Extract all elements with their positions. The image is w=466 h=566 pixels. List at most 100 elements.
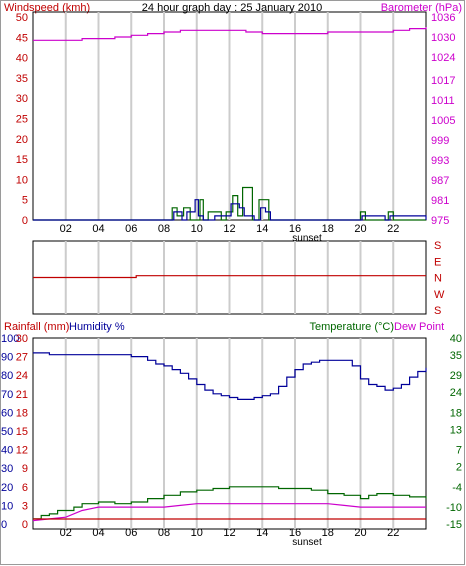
bot-x-tick: 22 [387,527,399,539]
wind-y-tick: 5 [22,195,28,207]
baro-y-tick: 975 [431,215,449,227]
wind-average-line [33,186,426,221]
temperature-y-tick: -15 [446,519,462,531]
humidity-y-tick: 60 [1,407,13,419]
humidity-y-tick: 40 [1,445,13,457]
wind-direction-label: S [434,240,441,252]
wind-y-tick: 10 [16,174,28,186]
barometer-line [33,27,427,41]
wind-direction-label: N [434,273,442,285]
wind-y-tick: 50 [16,12,28,24]
wind-y-tick: 35 [16,73,28,85]
wind-gust-line [33,199,427,221]
temperature-y-tick: 40 [450,333,462,345]
bot-x-tick: 10 [191,527,203,539]
baro-y-tick: 1017 [431,75,455,87]
humidity-line [33,352,427,400]
rain-axis-label: Rainfall (mm) [4,321,69,333]
temperature-y-tick: -10 [446,502,462,514]
baro-y-tick: 1036 [431,12,455,24]
wind-y-tick: 25 [16,114,28,126]
wind-y-tick: 20 [16,134,28,146]
top-x-tick: 08 [158,223,170,235]
wind-y-tick: 0 [22,215,28,227]
rain-y-tick: 12 [16,445,28,457]
rain-y-tick: 15 [16,426,28,438]
bot-x-tick: 06 [125,527,137,539]
top-x-tick: 14 [256,223,268,235]
baro-y-tick: 993 [431,155,449,167]
baro-y-tick: 999 [431,135,449,147]
wind-direction-label: W [434,289,445,301]
temperature-y-tick: 13 [450,424,462,436]
top-x-tick: 06 [125,223,137,235]
rain-y-tick: 24 [16,370,28,382]
wind-direction-label: S [434,305,441,317]
top-x-tick: 02 [60,223,72,235]
baro-y-tick: 1011 [431,95,455,107]
top-x-tick: 20 [354,223,366,235]
temperature-axis-label: Temperature (°C) [310,321,394,333]
temperature-y-tick: -4 [452,482,462,494]
rain-y-tick: 3 [22,500,28,512]
humidity-y-tick: 70 [1,389,13,401]
temperature-y-tick: 18 [450,407,462,419]
baro-y-tick: 1005 [431,115,455,127]
bot-x-tick: 20 [354,527,366,539]
humidity-y-tick: 0 [1,519,7,531]
rain-y-tick: 30 [16,333,28,345]
humidity-y-tick: 80 [1,370,13,382]
rain-y-tick: 0 [22,519,28,531]
humidity-y-tick: 10 [1,500,13,512]
rain-y-tick: 6 [22,482,28,494]
wind-y-tick: 45 [16,32,28,44]
rain-y-tick: 18 [16,407,28,419]
bot-x-tick: 02 [60,527,72,539]
baro-axis-label: Barometer (hPa) [381,2,462,14]
sunset-label-bottom: sunset [292,537,322,548]
wind-direction-label: E [434,256,441,268]
baro-y-tick: 987 [431,175,449,187]
humidity-y-tick: 90 [1,352,13,364]
chart-title: 24 hour graph day : 25 January 2010 [142,2,322,14]
sunset-label-top: sunset [292,233,322,244]
top-x-tick: 18 [322,223,334,235]
top-x-tick: 04 [92,223,104,235]
wind-y-tick: 30 [16,93,28,105]
humidity-y-tick: 100 [1,333,19,345]
bot-x-tick: 18 [322,527,334,539]
rain-y-tick: 9 [22,463,28,475]
top-x-tick: 16 [289,223,301,235]
rain-y-tick: 21 [16,389,28,401]
temperature-y-tick: 35 [450,350,462,362]
wind-y-tick: 40 [16,53,28,65]
dewpoint-axis-label: Dew Point [394,321,444,333]
top-x-tick: 22 [387,223,399,235]
top-x-tick: 12 [223,223,235,235]
humidity-y-tick: 30 [1,463,13,475]
temperature-y-tick: 7 [456,445,462,457]
bot-x-tick: 14 [256,527,268,539]
humidity-axis-label: Humidity % [69,321,125,333]
baro-y-tick: 1024 [431,52,455,64]
bot-x-tick: 08 [158,527,170,539]
temperature-y-tick: 2 [456,462,462,474]
temperature-y-tick: 29 [450,370,462,382]
humidity-y-tick: 20 [1,482,13,494]
baro-y-tick: 1030 [431,32,455,44]
baro-y-tick: 981 [431,195,449,207]
temperature-line [33,486,427,520]
bot-x-tick: 12 [223,527,235,539]
wind-y-tick: 15 [16,154,28,166]
wind-axis-label: Windspeed (kmh) [4,2,90,14]
temperature-y-tick: 24 [450,387,462,399]
bot-x-tick: 16 [289,527,301,539]
bot-x-tick: 04 [92,527,104,539]
humidity-y-tick: 50 [1,426,13,438]
wind-direction-line [33,275,426,279]
rain-y-tick: 27 [16,352,28,364]
dew-point-line [32,503,426,522]
top-x-tick: 10 [191,223,203,235]
